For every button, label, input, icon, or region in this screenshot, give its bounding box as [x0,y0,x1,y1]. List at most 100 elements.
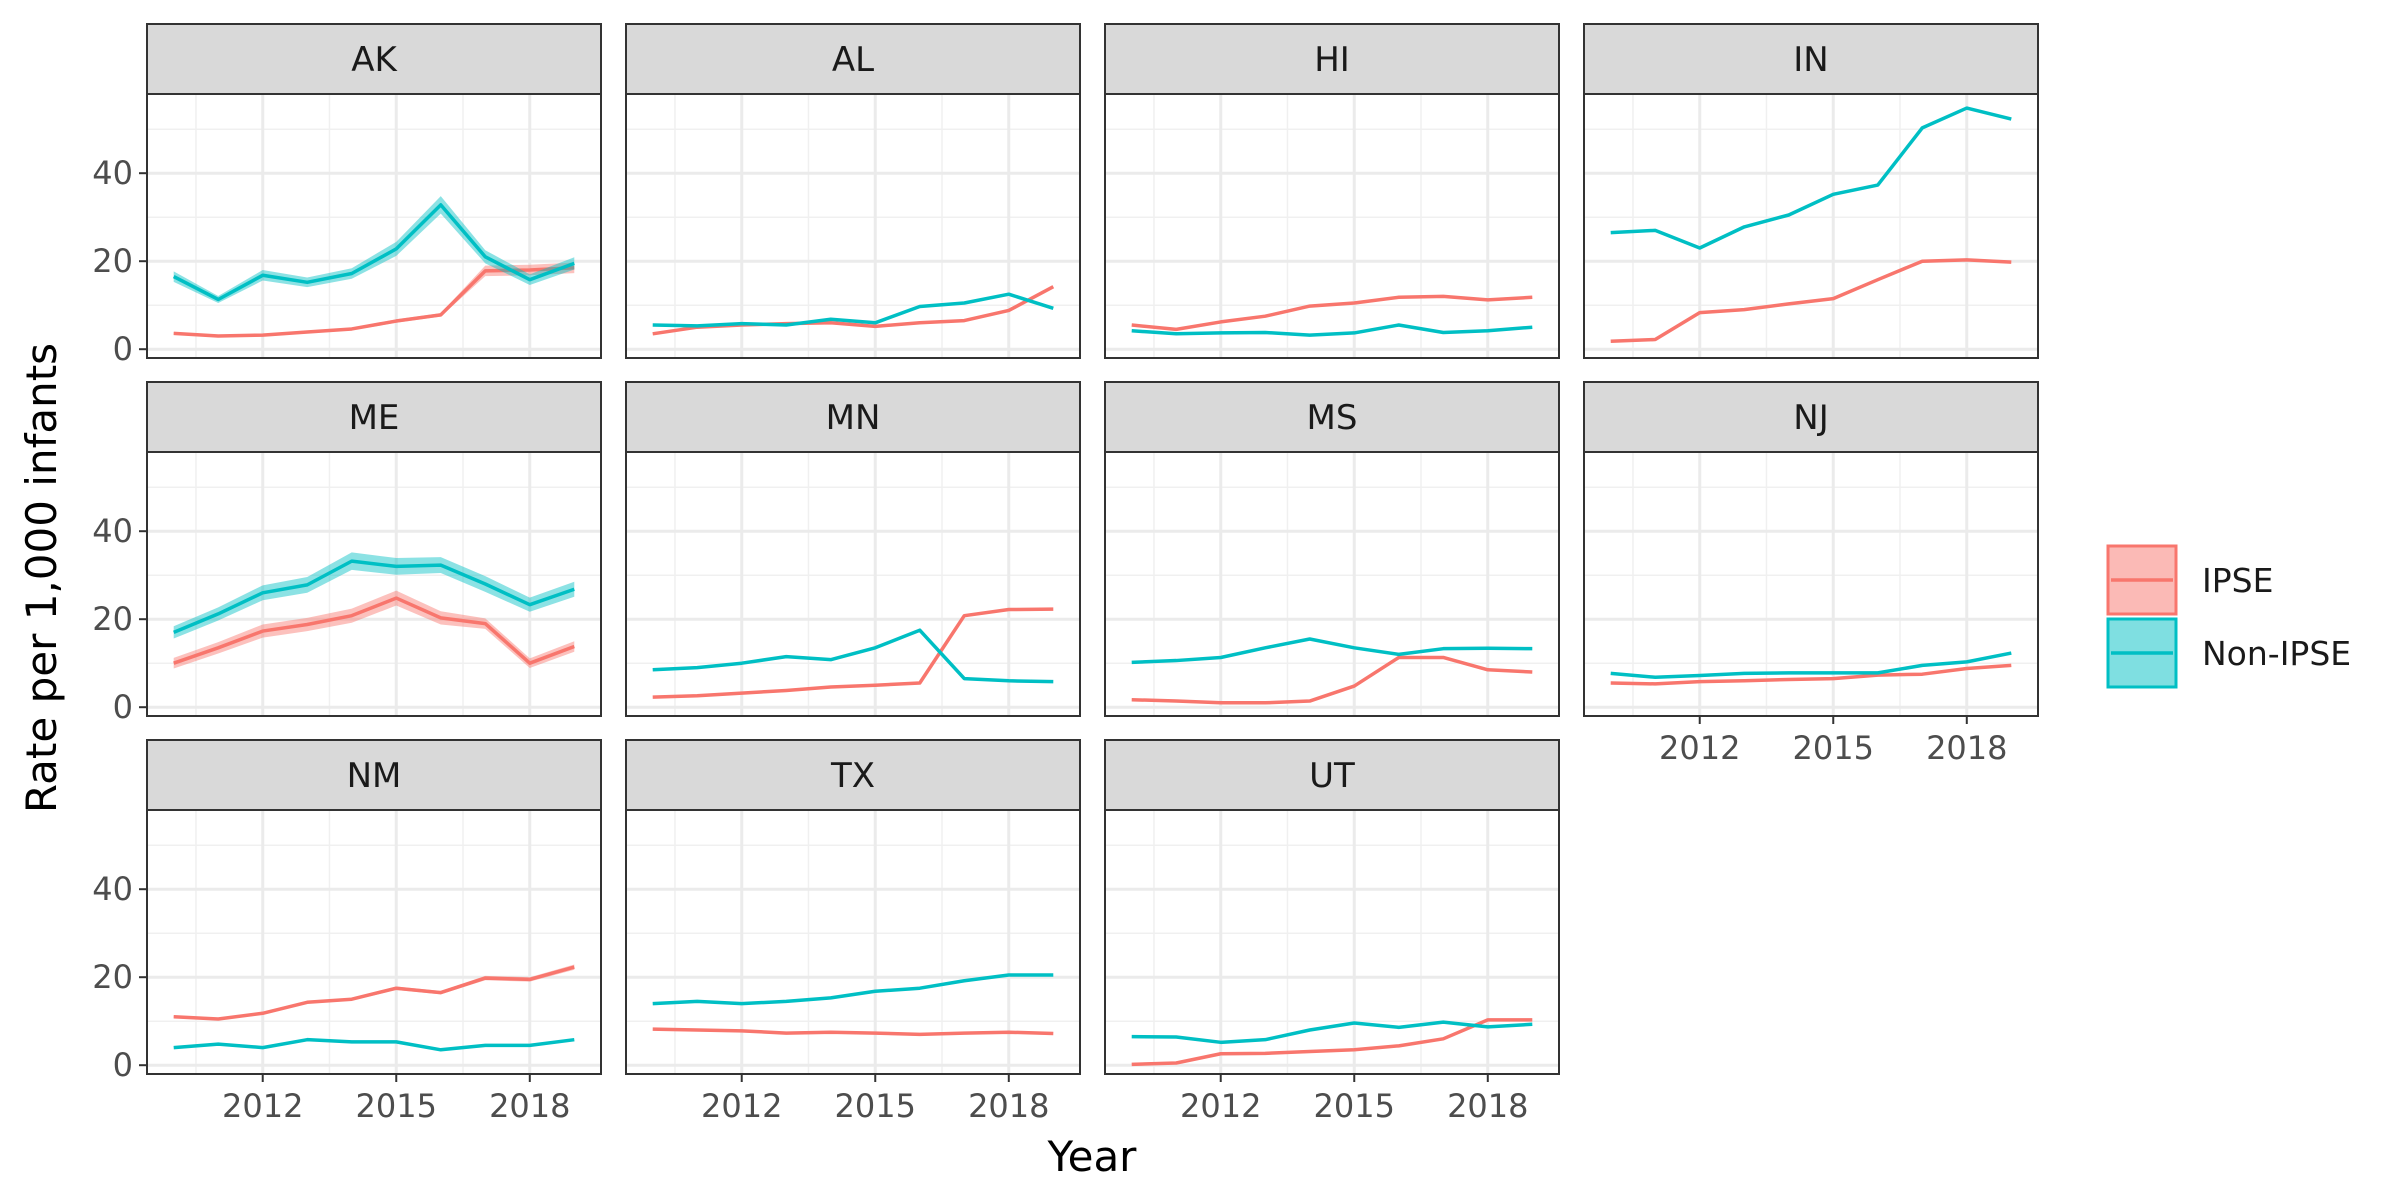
panel-border [1104,451,1560,717]
x-tick-label: 2012 [1180,1087,1261,1125]
panel-border [625,93,1081,359]
series-line-non-ipse [652,628,1054,684]
y-tick-label: 0 [113,688,133,726]
facet-in: IN [1583,23,2039,359]
panel-border [1104,809,1560,1075]
facet-mn: MN [625,381,1081,717]
x-axis: 2012 2015 2018 [1659,716,2008,767]
facet-al: AL [625,23,1081,359]
x-tick-label: 2015 [835,1087,916,1125]
facet-strip [625,739,1081,811]
panel-background [1584,94,2038,358]
x-tick-label: 2015 [1314,1087,1395,1125]
series-line-non-ipse [1610,106,2012,250]
panel-background [626,810,1080,1074]
x-axis-title: Year [1047,1132,1138,1181]
series-line-ipse [173,965,575,1021]
y-axis: 0 20 40 [92,154,147,368]
series-line-ipse [1610,663,2012,686]
panel-background [1105,452,1559,716]
facet-strip-label: ME [349,398,400,438]
series-line-non-ipse [1610,651,2012,680]
facet-strip [1104,381,1560,453]
panel-background [1105,810,1559,1074]
x-tick-label: 2018 [1926,729,2007,767]
x-tick-label: 2018 [1447,1087,1528,1125]
series-line-non-ipse [172,203,575,302]
facet-strip [1583,23,2039,95]
panel-border [1583,93,2039,359]
facet-strip [146,381,602,453]
facet-strip-label: HI [1314,40,1350,80]
series-line-ipse [173,266,575,338]
y-tick-label: 20 [92,242,133,280]
panel-border [625,451,1081,717]
facet-panels: AK AL HI IN ME MN MS NJ NM TX UT [146,23,2039,1075]
facet-strip-label: TX [830,756,875,796]
series-line-non-ipse [1131,1020,1533,1045]
y-axis-title: Rate per 1,000 infants [17,343,66,813]
panel-border [1104,93,1560,359]
panel-background [626,452,1080,716]
panel-border [146,809,602,1075]
x-tick-label: 2018 [489,1087,570,1125]
facet-ak: AK [146,23,602,359]
y-tick-label: 0 [113,1046,133,1084]
y-tick-label: 40 [92,870,133,908]
x-axis: 2012 2015 2018 [222,1074,571,1125]
facet-strip-label: UT [1309,756,1355,796]
x-tick-label: 2012 [222,1087,303,1125]
facet-strip [1104,23,1560,95]
series-line-non-ipse [1131,323,1533,337]
legend-label-ipse: IPSE [2202,561,2273,600]
panel-border [625,809,1081,1075]
legend: IPSE Non-IPSE [2106,544,2351,689]
series-line-ipse [652,1027,1054,1037]
facet-strip-label: IN [1793,40,1828,80]
x-axis: 2012 2015 2018 [1180,1074,1529,1125]
facet-ms: MS [1104,381,1560,717]
facet-strip-label: AK [351,40,398,80]
facet-strip [1104,739,1560,811]
panel-background [626,94,1080,358]
y-tick-label: 40 [92,512,133,550]
series-line-non-ipse [652,292,1054,328]
x-axis: 2012 2015 2018 [701,1074,1050,1125]
facet-tx: TX [625,739,1081,1075]
series-line-ipse [1131,655,1533,705]
facet-ut: UT [1104,739,1560,1075]
y-tick-label: 20 [92,958,133,996]
series-line-ipse [1131,294,1533,332]
panel-border [146,451,602,717]
confidence-band-non-ipse [173,552,575,639]
panel-background [147,94,601,358]
y-axis: 0 20 40 [92,512,147,726]
facet-strip-label: AL [832,40,874,80]
facet-strip [1583,381,2039,453]
x-tick-label: 2018 [968,1087,1049,1125]
panel-border [1583,451,2039,717]
facet-strip-label: NM [347,756,402,796]
facet-strip-label: MS [1307,398,1358,438]
series-line-non-ipse [173,1037,575,1052]
panel-background [1105,94,1559,358]
panel-background [147,452,601,716]
series-line-ipse [652,607,1054,699]
legend-label-non-ipse: Non-IPSE [2202,634,2351,673]
y-tick-label: 0 [113,330,133,368]
series-line-ipse [1610,258,2012,344]
facet-nj: NJ [1583,381,2039,717]
y-tick-label: 40 [92,154,133,192]
y-axis: 0 20 40 [92,870,147,1084]
series-line-non-ipse [652,973,1054,1006]
facet-strip-label: MN [826,398,881,438]
x-tick-label: 2015 [1793,729,1874,767]
x-tick-label: 2012 [1659,729,1740,767]
x-tick-label: 2015 [356,1087,437,1125]
series-line-non-ipse [173,559,575,635]
series-line-ipse [1131,1018,1533,1067]
y-axes: 0 20 40 0 20 40 0 20 40 [92,154,147,1084]
facet-nm: NM [146,739,602,1075]
